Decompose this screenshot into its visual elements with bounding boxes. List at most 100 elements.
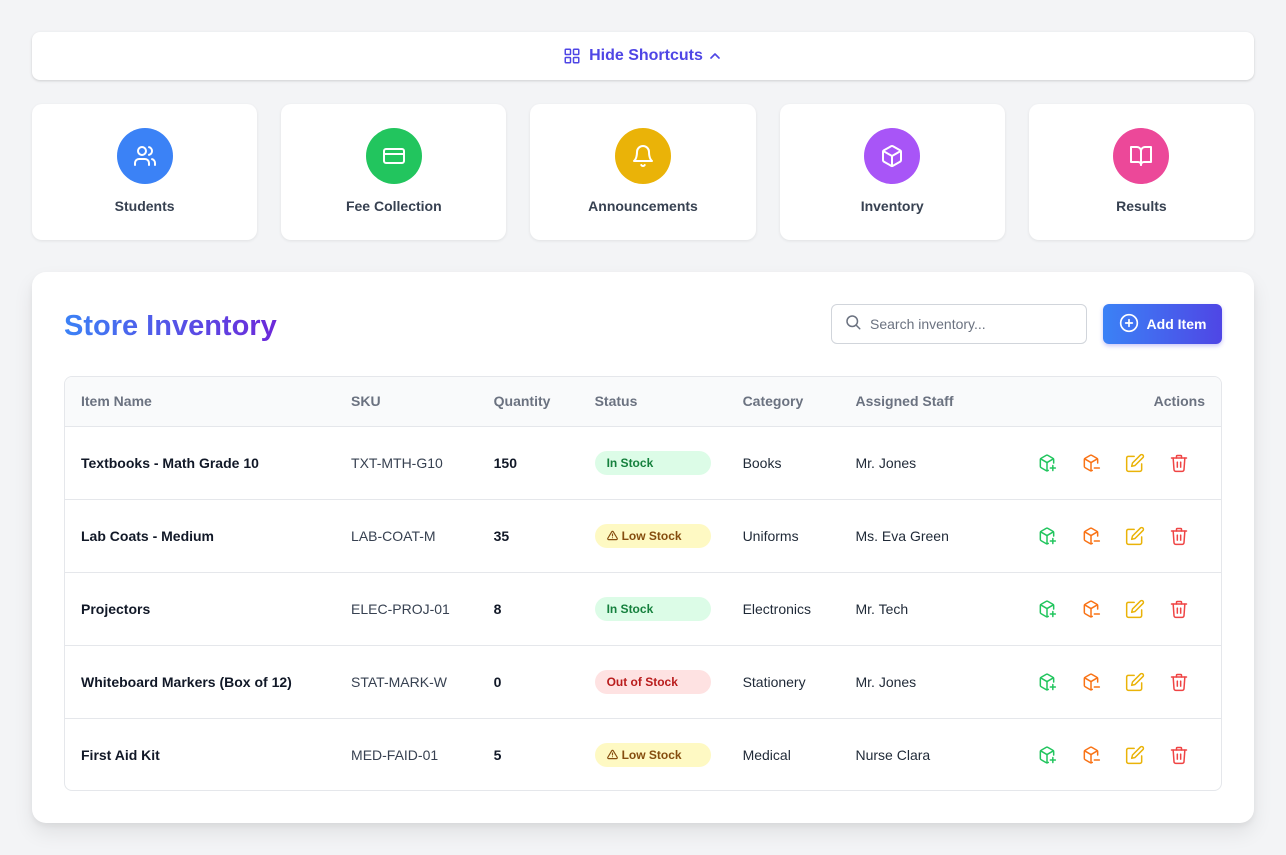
item-staff: Mr. Jones bbox=[855, 454, 917, 471]
status-text: In Stock bbox=[606, 455, 654, 470]
shortcut-label: Results bbox=[1116, 198, 1167, 214]
hide-shortcuts-toggle[interactable]: Hide Shortcuts bbox=[32, 32, 1254, 80]
item-actions bbox=[1009, 645, 1221, 718]
alert-triangle-icon bbox=[606, 749, 618, 760]
column-header-actions: Actions bbox=[1153, 393, 1205, 410]
item-category: Medical bbox=[742, 746, 791, 763]
item-actions bbox=[1009, 718, 1221, 790]
inventory-panel: Store Inventory Add Item Item Name bbox=[32, 272, 1254, 823]
item-staff: Ms. Eva Green bbox=[855, 527, 949, 544]
edit-icon[interactable] bbox=[1125, 599, 1145, 619]
item-sku: ELEC-PROJ-01 bbox=[351, 600, 450, 617]
item-quantity: 0 bbox=[493, 673, 502, 690]
status-text: In Stock bbox=[606, 601, 654, 616]
item-actions bbox=[1009, 426, 1221, 499]
status-badge: Low Stock bbox=[594, 742, 711, 767]
column-header-category[interactable]: Category bbox=[742, 393, 804, 410]
stock-in-icon[interactable] bbox=[1037, 453, 1057, 473]
plus-circle-icon bbox=[1119, 313, 1139, 336]
column-header-staff[interactable]: Assigned Staff bbox=[855, 393, 954, 410]
item-name: Projectors bbox=[81, 600, 151, 617]
chevron-up-icon bbox=[707, 48, 723, 64]
credit-card-icon bbox=[365, 128, 422, 184]
shortcut-announcements[interactable]: Announcements bbox=[530, 104, 756, 240]
edit-icon[interactable] bbox=[1125, 526, 1145, 546]
item-quantity: 150 bbox=[493, 454, 517, 471]
item-status-cell: In Stock bbox=[579, 572, 727, 645]
column-header-status[interactable]: Status bbox=[594, 393, 638, 410]
item-name: Textbooks - Math Grade 10 bbox=[81, 454, 259, 471]
hide-shortcuts-label: Hide Shortcuts bbox=[589, 47, 703, 64]
item-staff: Nurse Clara bbox=[855, 746, 931, 763]
shortcut-results[interactable]: Results bbox=[1028, 104, 1255, 240]
table-row: First Aid Kit MED-FAID-01 5 Low Stock Me… bbox=[65, 718, 1221, 790]
grid-icon bbox=[563, 47, 581, 65]
item-status-cell: Low Stock bbox=[579, 499, 727, 572]
stock-out-icon[interactable] bbox=[1081, 745, 1101, 765]
stock-in-icon[interactable] bbox=[1037, 599, 1057, 619]
column-header-item-name[interactable]: Item Name bbox=[81, 393, 152, 410]
delete-icon[interactable] bbox=[1169, 526, 1189, 546]
users-icon bbox=[116, 128, 173, 184]
shortcut-label: Students bbox=[114, 198, 175, 214]
package-icon bbox=[864, 128, 921, 184]
shortcut-label: Announcements bbox=[588, 198, 698, 214]
item-sku: STAT-MARK-W bbox=[351, 673, 447, 690]
inventory-table-container: Item Name SKU Quantity Status Category A… bbox=[64, 376, 1222, 791]
stock-out-icon[interactable] bbox=[1081, 672, 1101, 692]
search-icon bbox=[844, 313, 862, 336]
table-header-row: Item Name SKU Quantity Status Category A… bbox=[65, 377, 1221, 426]
status-badge: Out of Stock bbox=[594, 669, 711, 694]
stock-in-icon[interactable] bbox=[1037, 526, 1057, 546]
stock-in-icon[interactable] bbox=[1037, 745, 1057, 765]
add-item-label: Add Item bbox=[1146, 316, 1207, 332]
item-quantity: 8 bbox=[493, 600, 502, 617]
item-sku: LAB-COAT-M bbox=[351, 527, 436, 544]
edit-icon[interactable] bbox=[1125, 672, 1145, 692]
add-item-button[interactable]: Add Item bbox=[1103, 304, 1222, 344]
item-status-cell: In Stock bbox=[579, 426, 727, 499]
bell-icon bbox=[615, 128, 671, 184]
edit-icon[interactable] bbox=[1125, 745, 1145, 765]
search-input[interactable] bbox=[870, 316, 1060, 332]
status-badge: In Stock bbox=[594, 596, 711, 621]
search-box bbox=[831, 304, 1087, 344]
edit-icon[interactable] bbox=[1125, 453, 1145, 473]
status-text: Low Stock bbox=[621, 747, 682, 762]
book-open-icon bbox=[1113, 128, 1170, 184]
item-sku: TXT-MTH-G10 bbox=[351, 454, 443, 471]
stock-in-icon[interactable] bbox=[1037, 672, 1057, 692]
item-staff: Mr. Tech bbox=[855, 600, 909, 617]
stock-out-icon[interactable] bbox=[1081, 599, 1101, 619]
item-category: Books bbox=[742, 454, 782, 471]
item-name: Whiteboard Markers (Box of 12) bbox=[81, 673, 292, 690]
stock-out-icon[interactable] bbox=[1081, 453, 1101, 473]
status-badge: In Stock bbox=[594, 450, 711, 475]
shortcuts-grid: Students Fee Collection Announcements In… bbox=[32, 104, 1255, 240]
shortcut-fee-collection[interactable]: Fee Collection bbox=[281, 104, 507, 240]
item-status-cell: Low Stock bbox=[579, 718, 727, 790]
table-row: Lab Coats - Medium LAB-COAT-M 35 Low Sto… bbox=[65, 499, 1221, 572]
item-actions bbox=[1009, 572, 1221, 645]
item-quantity: 35 bbox=[493, 527, 510, 544]
item-category: Electronics bbox=[742, 600, 812, 617]
stock-out-icon[interactable] bbox=[1081, 526, 1101, 546]
status-text: Out of Stock bbox=[606, 674, 678, 689]
alert-triangle-icon bbox=[606, 530, 618, 541]
item-actions bbox=[1009, 499, 1221, 572]
item-quantity: 5 bbox=[493, 746, 502, 763]
delete-icon[interactable] bbox=[1169, 599, 1189, 619]
item-staff: Mr. Jones bbox=[855, 673, 917, 690]
shortcut-label: Fee Collection bbox=[345, 198, 442, 214]
delete-icon[interactable] bbox=[1169, 672, 1189, 692]
shortcut-inventory[interactable]: Inventory bbox=[779, 104, 1005, 240]
delete-icon[interactable] bbox=[1169, 745, 1189, 765]
column-header-quantity[interactable]: Quantity bbox=[493, 393, 551, 410]
column-header-sku[interactable]: SKU bbox=[351, 393, 381, 410]
item-name: Lab Coats - Medium bbox=[81, 527, 215, 544]
status-text: Low Stock bbox=[621, 528, 682, 543]
status-badge: Low Stock bbox=[594, 523, 711, 548]
delete-icon[interactable] bbox=[1169, 453, 1189, 473]
item-status-cell: Out of Stock bbox=[579, 645, 727, 718]
shortcut-students[interactable]: Students bbox=[32, 104, 258, 240]
